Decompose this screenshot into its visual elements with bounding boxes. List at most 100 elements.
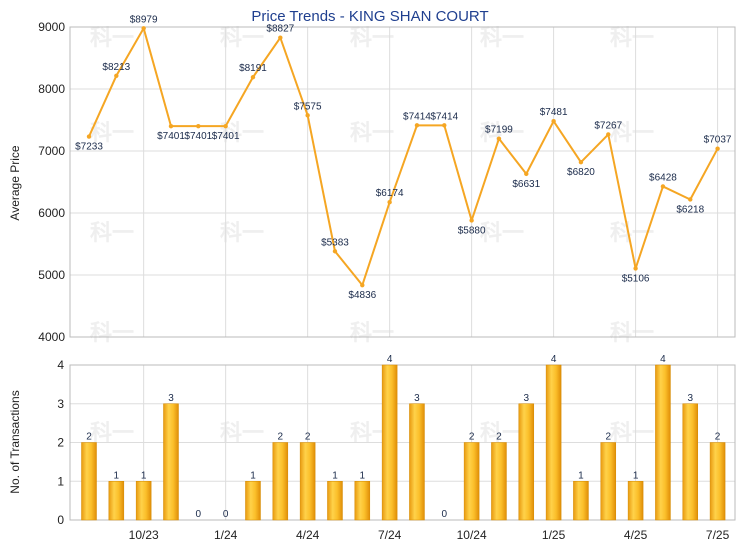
axis-layer: 10/23 1/24 4/24 7/24 10/24 1/25 4/25 7/25400050… [38,20,736,542]
bar-value-label: 2 [469,432,475,443]
watermark-text: 科一 [350,26,394,51]
watermark-text: 科一 [90,26,134,51]
transaction-bar [135,481,152,521]
price-point [578,159,584,165]
watermark-text: 科一 [610,26,654,51]
bar-value-label: 0 [223,509,229,520]
count-y-tick-label: 0 [57,513,64,527]
count-y-tick-label: 4 [57,358,64,372]
line-layer [86,26,720,288]
transaction-bar [245,481,261,521]
bar-value-label: 3 [523,393,529,404]
price-value-label: $5383 [321,237,349,248]
watermark-text: 科一 [90,221,134,246]
transaction-bar [381,364,398,521]
price-value-label: $7401 [157,131,185,142]
price-point [387,200,392,205]
price-value-label: $8213 [102,62,130,73]
price-point [86,134,92,139]
price-value-label: $6218 [676,204,704,215]
transaction-bar [600,442,617,521]
price-value-label: $8827 [266,24,294,35]
bar-value-label: 3 [168,393,174,404]
price-y-tick-label: 9000 [38,20,65,34]
watermark-text: 科一 [610,121,654,146]
price-y-tick-label: 5000 [38,268,65,282]
chart-title: Price Trends - KING SHAN COURT [251,8,488,25]
transaction-bar [463,442,480,521]
watermark-text: 科一 [610,421,654,446]
price-point [442,123,447,128]
x-tick-label: 7/25 [706,528,730,542]
bar-value-label: 1 [360,470,366,481]
price-value-label: $7414 [403,111,431,122]
price-point [114,73,119,78]
transaction-bar [81,442,97,521]
bar-value-label: 1 [114,470,120,481]
price-y-tick-label: 6000 [38,206,65,220]
price-value-label: $7401 [212,131,240,142]
watermark-text: 科一 [220,421,264,446]
price-value-label: $6428 [649,172,677,183]
bar-value-label: 1 [578,470,584,481]
price-y-tick-label: 4000 [38,330,65,344]
price-point [606,132,611,137]
x-tick-label: 4/25 [624,528,648,542]
price-value-label: $6631 [512,179,540,190]
price-point [633,266,638,271]
bar-value-label: 0 [442,509,448,520]
watermark-text: 科一 [90,121,134,146]
transaction-bar [518,403,535,521]
price-point [168,123,174,129]
count-y-tick-label: 1 [57,474,64,488]
price-value-label: $7401 [184,131,212,142]
count-y-tick-label: 2 [57,436,64,450]
bar-value-label: 4 [387,354,393,365]
transaction-bar [299,442,316,521]
x-tick-label: 7/24 [378,528,402,542]
price-value-label: $7481 [540,107,568,118]
transaction-bar [354,481,371,521]
price-value-label: $6174 [376,188,404,199]
x-tick-label: 4/24 [296,528,320,542]
price-point [360,282,365,288]
watermark-text: 科一 [90,321,134,346]
bar-value-label: 2 [305,432,311,443]
bar-value-label: 1 [141,470,147,481]
watermark-text: 科一 [480,421,524,446]
price-value-label: $7414 [430,111,458,122]
x-tick-label: 1/25 [542,528,566,542]
price-line-series [88,27,719,287]
price-point [524,171,529,177]
price-point [660,184,666,189]
x-tick-label: 1/24 [214,528,238,542]
price-point [496,136,502,141]
transaction-bar [709,442,726,521]
label-layer: 2 1 1 3 0 0 1 2 2 1 1 4 3 0 2 2 3 4 1 2 1 4 3 2 $7233 $8213 $8979 $… [75,14,732,520]
transaction-bar [573,481,589,521]
price-value-label: $7037 [704,135,732,146]
price-point [305,113,310,118]
count-plot-frame [69,364,736,521]
price-point [332,249,338,254]
bar-value-label: 1 [633,470,639,481]
bar-value-label: 2 [496,432,502,443]
count-y-tick-label: 3 [57,397,64,411]
watermark-text: 科一 [220,221,264,246]
transaction-bar [491,442,507,521]
count-y-axis-label: No. of Transactions [8,390,22,493]
price-y-axis-label: Average Price [8,145,22,220]
bar-value-label: 2 [715,432,721,443]
price-point [551,118,556,124]
transaction-bar [327,481,343,521]
price-value-label: $7267 [594,120,622,131]
transaction-bar [682,403,699,521]
transaction-bar [108,481,125,521]
bar-value-label: 4 [660,354,666,365]
price-point [250,74,256,80]
bar-value-label: 0 [196,509,202,520]
price-value-label: $4836 [348,290,376,301]
price-point [278,35,283,40]
bar-value-label: 3 [687,393,693,404]
